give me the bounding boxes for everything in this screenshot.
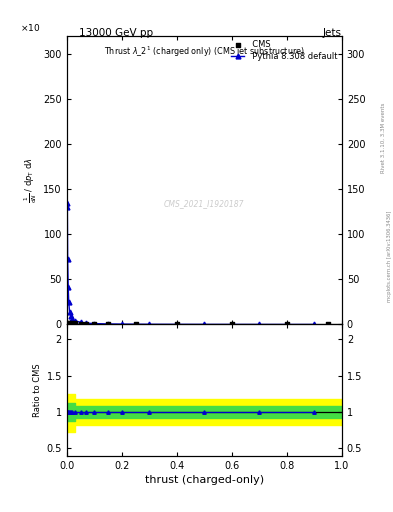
  CMS (65, 319, 72, 327)
Text: mcplots.cern.ch [arXiv:1306.3436]: mcplots.cern.ch [arXiv:1306.3436] (387, 210, 391, 302)
  Pythia 8.308 default (73, 318, 77, 324)
  Pythia 8.308 default (68, 313, 73, 319)
  CMS (72, 319, 78, 327)
  Pythia 8.308 default (78, 319, 83, 325)
Line:   Pythia 8.308 default: Pythia 8.308 default (65, 200, 317, 327)
  Pythia 8.308 default (67, 309, 72, 315)
  CMS (132, 320, 139, 328)
  CMS (325, 321, 331, 329)
  Pythia 8.308 default (66, 284, 71, 290)
Text: Rivet 3.1.10, 3.3M events: Rivet 3.1.10, 3.3M events (381, 103, 386, 174)
Y-axis label: $\frac{1}{\mathrm{d}N}$ / $\mathrm{d}p_\mathrm{T}$ $\mathrm{d}\lambda$: $\frac{1}{\mathrm{d}N}$ / $\mathrm{d}p_\… (23, 157, 39, 203)
  CMS (284, 321, 290, 329)
Legend:   CMS,   Pythia 8.308 default: CMS, Pythia 8.308 default (231, 40, 338, 60)
  Pythia 8.308 default (70, 316, 75, 322)
Text: Jets: Jets (323, 28, 342, 38)
  CMS (174, 320, 180, 328)
  Pythia 8.308 default (92, 321, 97, 327)
  CMS (77, 319, 84, 328)
  CMS (91, 320, 97, 328)
  CMS (69, 319, 75, 327)
Text: Thrust $\lambda\_2^1$ (charged only) (CMS jet substructure): Thrust $\lambda\_2^1$ (charged only) (CM… (104, 45, 305, 59)
  Pythia 8.308 default (65, 255, 70, 262)
  CMS (67, 319, 73, 327)
  Pythia 8.308 default (84, 320, 88, 326)
  Pythia 8.308 default (312, 322, 317, 328)
  Pythia 8.308 default (106, 321, 110, 327)
  Pythia 8.308 default (65, 200, 70, 206)
  Pythia 8.308 default (147, 321, 152, 327)
Y-axis label: Ratio to CMS: Ratio to CMS (33, 364, 42, 417)
  CMS (105, 320, 111, 328)
  Pythia 8.308 default (65, 204, 70, 210)
X-axis label: thrust (charged-only): thrust (charged-only) (145, 475, 264, 485)
  CMS (229, 320, 235, 328)
Text: 13000 GeV pp: 13000 GeV pp (79, 28, 153, 38)
  Pythia 8.308 default (257, 322, 262, 328)
Text: $\times10$: $\times10$ (20, 22, 40, 33)
  Pythia 8.308 default (202, 322, 207, 328)
Text: CMS_2021_I1920187: CMS_2021_I1920187 (164, 199, 244, 208)
  Pythia 8.308 default (119, 321, 124, 327)
  CMS (83, 319, 89, 328)
  Pythia 8.308 default (66, 299, 71, 305)
